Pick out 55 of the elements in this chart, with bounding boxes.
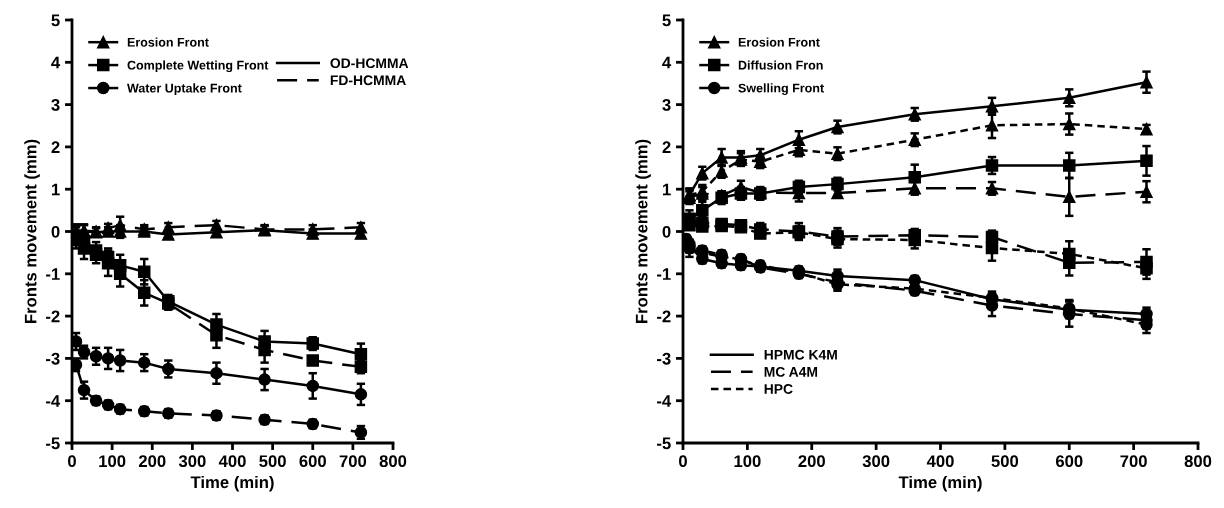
y-tick-label: 0: [662, 225, 671, 238]
x-tick-label: 200: [138, 455, 166, 468]
y-tick-label: 2: [51, 141, 60, 153]
y-tick-label: -2: [657, 310, 671, 323]
legend-label: Complete Wetting Front: [127, 60, 269, 73]
y-tick-label: -4: [657, 395, 672, 407]
y-tick-label: -5: [657, 437, 671, 450]
x-tick-label: 0: [679, 455, 687, 468]
y-tick-label: 5: [51, 14, 60, 27]
y-tick-label: 4: [51, 56, 61, 69]
x-tick-label: 500: [259, 455, 286, 468]
y-tick-label: 1: [51, 183, 60, 196]
y-axis-title: Fronts movement (mm): [635, 139, 651, 323]
annotation: MC A4M: [764, 366, 818, 377]
x-tick-label: 800: [379, 455, 407, 468]
x-tick-label: 100: [99, 455, 126, 468]
y-tick-label: 2: [662, 141, 671, 153]
y-tick-label: -1: [657, 268, 671, 280]
y-tick-label: -4: [46, 395, 61, 407]
y-tick-label: 5: [662, 14, 671, 27]
x-axis-title: Time (min): [898, 475, 982, 492]
x-tick-label: 600: [1055, 455, 1083, 468]
y-tick-label: 3: [662, 99, 671, 111]
legend-label: Swelling Front: [738, 83, 824, 96]
x-tick-label: 200: [798, 455, 825, 468]
legend-label: Erosion Front: [127, 37, 209, 47]
x-tick-label: 400: [218, 455, 246, 468]
x-tick-label: 300: [178, 455, 206, 468]
legend-label: Erosion Front: [738, 37, 820, 47]
y-tick-label: -1: [46, 268, 60, 280]
y-tick-label: 0: [51, 225, 60, 238]
legend-label: Water Uptake Front: [127, 83, 242, 96]
x-tick-label: 0: [68, 455, 76, 468]
annotation: HPC: [764, 384, 793, 394]
x-tick-label: 700: [1120, 455, 1147, 468]
x-tick-label: 300: [862, 455, 890, 468]
x-tick-label: 700: [339, 455, 367, 468]
y-tick-label: -5: [46, 437, 60, 450]
x-tick-label: 800: [1184, 455, 1212, 468]
y-tick-label: 1: [662, 183, 671, 196]
x-tick-label: 100: [734, 455, 761, 468]
x-tick-label: 500: [991, 455, 1019, 468]
annotation: HPMC K4M: [764, 349, 837, 360]
x-tick-label: 400: [926, 455, 954, 468]
y-tick-label: 3: [51, 99, 60, 111]
x-axis-title: Time (min): [190, 475, 274, 492]
y-tick-label: -3: [657, 352, 671, 365]
annotation: OD-HCMMA: [330, 58, 409, 69]
y-tick-label: 4: [662, 56, 672, 69]
y-tick-label: -3: [46, 352, 60, 365]
annotation: FD-HCMMA: [330, 75, 406, 86]
y-axis-title: Fronts movement (mm): [24, 139, 40, 323]
x-tick-label: 600: [299, 455, 326, 468]
legend-label: Diffusion Fron: [738, 60, 823, 70]
y-tick-label: -2: [46, 310, 60, 323]
